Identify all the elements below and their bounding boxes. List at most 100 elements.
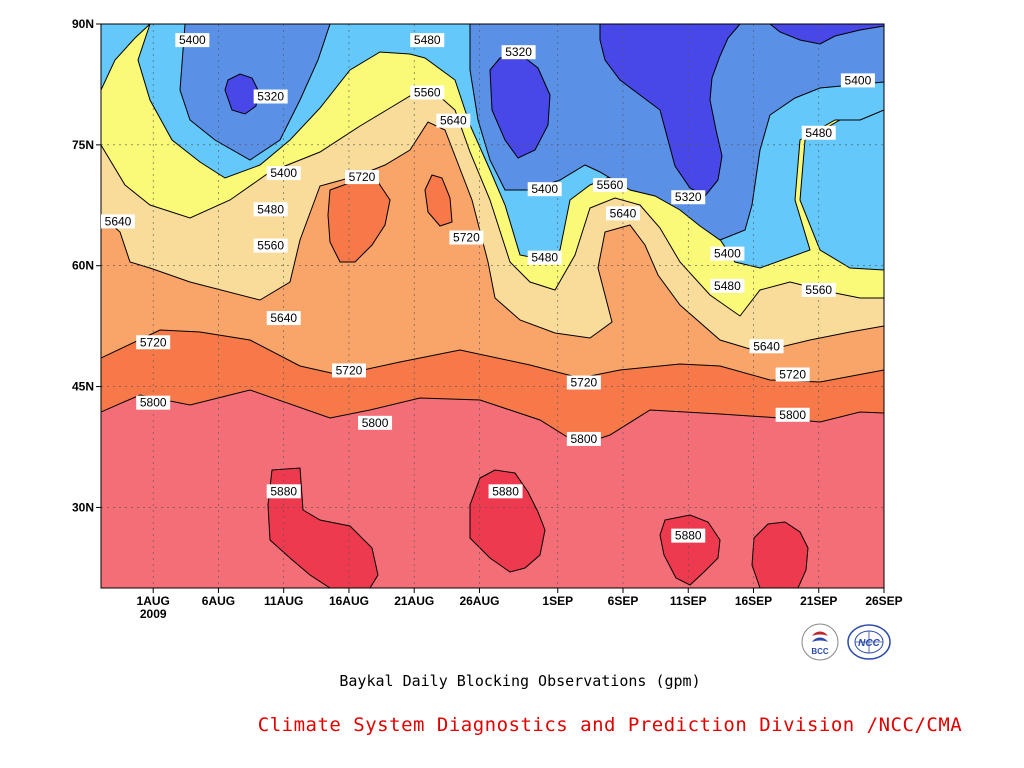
contour-label: 5480 [527,250,562,265]
ncc-logo-text: NCC [858,638,880,649]
bcc-logo-text: BCC [811,647,829,656]
grid-lines [101,24,884,588]
contour-label: 5320 [671,190,706,205]
chart-title: Baykal Daily Blocking Observations (gpm) [339,672,701,690]
contour-label-bg [331,363,366,378]
x-tick-label: 16AUG [329,594,369,608]
contour-label-text: 5560 [414,85,441,99]
contour-label-bg [527,250,562,265]
contour-label: 5880 [266,484,301,499]
contour-label: 5400 [710,246,745,261]
plot-area [101,24,884,588]
y-tick-label: 30N [72,500,94,514]
contour-label-text: 5480 [714,279,741,293]
contour-label-bg [253,238,288,253]
contour-label-text: 5400 [179,33,206,47]
contour-label-bg [501,45,536,60]
contour-label: 5560 [592,178,627,193]
contour-label: 5480 [253,202,288,217]
contour-label-text: 5720 [453,231,480,245]
contour-labels: 5400 5320 5400 5480 5560 5640 5640 5720 5800 5880… [101,33,875,543]
contour-label-text: 5640 [610,206,637,220]
contour-label-bg [136,335,171,350]
contour-label-text: 5400 [270,166,297,180]
contour-label: 5800 [566,431,601,446]
contour-label: 5880 [488,484,523,499]
contour-label: 5640 [101,214,135,229]
contour-label-bg [253,202,288,217]
contour-label: 5640 [749,339,784,354]
contour-label-text: 5720 [349,170,376,184]
contour-label-text: 5880 [492,484,519,498]
bcc-logo: BCC [801,623,839,661]
contour-label-text: 5720 [570,376,597,390]
contour-label: 5800 [358,415,393,430]
contour-label-text: 5640 [440,114,467,128]
contour-label: 5400 [840,73,875,88]
y-tick-label: 75N [72,138,94,152]
y-tick-label: 45N [72,380,94,394]
contour-label-bg [801,282,836,297]
contour-label-text: 5560 [257,239,284,253]
contour-label: 5720 [345,170,379,185]
contour-label: 5800 [775,407,810,422]
contour-label: 5640 [606,206,640,221]
contour-label: 5720 [449,230,484,245]
contour-label-bg [136,395,171,410]
contour-label-text: 5560 [597,178,624,192]
x-tick-label: 26SEP [865,594,902,608]
contour-label-bg [671,528,706,543]
contour-label-bg [749,339,784,354]
contour-label-bg [436,113,471,128]
contour-label-bg [488,484,523,499]
contour-label-text: 5480 [257,202,284,216]
x-tick-sublabel: 2009 [140,607,167,621]
contour-label-bg [410,33,445,48]
contour-label: 5400 [266,166,301,181]
x-tick-label: 21SEP [800,594,837,608]
x-tick-label: 1SEP [542,594,573,608]
x-tick-label: 26AUG [459,594,499,608]
contour-label: 5480 [710,278,745,293]
contour-label-bg [801,125,836,140]
contour-label-bg [345,170,379,185]
contour-label-text: 5720 [779,367,806,381]
x-tick-label: 11AUG [264,594,303,608]
contour-label-text: 5720 [336,363,363,377]
contour-label: 5640 [436,113,471,128]
contour-label-bg [253,89,288,104]
x-tick-label: 6SEP [608,594,639,608]
contour-label-text: 5400 [531,182,558,196]
contour-label-text: 5640 [753,339,780,353]
contour-label-bg [840,73,875,88]
x-tick-label: 16SEP [735,594,772,608]
contour-label: 5880 [671,528,706,543]
contour-label-bg [671,190,706,205]
contour-label-text: 5800 [140,396,167,410]
contour-label: 5640 [266,311,301,326]
contour-label-text: 5640 [105,214,132,228]
contour-label-bg [358,415,393,430]
contour-label-text: 5800 [779,408,806,422]
ncc-logo: NCC [847,624,891,660]
contour-label-text: 5560 [805,283,832,297]
contour-label-bg [101,214,135,229]
contour-label-bg [710,246,745,261]
contour-label-bg [175,33,210,48]
contour-label-bg [592,178,627,193]
y-tick-label: 90N [72,17,94,31]
contour-label-text: 5800 [362,416,389,430]
contour-label: 5560 [801,282,836,297]
contour-label-text: 5320 [257,90,284,104]
contour-label-bg [566,375,601,390]
x-tick-label: 1AUG [137,594,170,608]
contour-label: 5560 [253,238,288,253]
contour-label-text: 5880 [675,529,702,543]
contour-label-text: 5480 [531,251,558,265]
contour-label: 5720 [775,367,810,382]
band-above-5880-d [751,521,809,588]
contour-label: 5400 [527,182,562,197]
contour-label-bg [775,407,810,422]
contour-label-bg [410,85,445,100]
contour-label-text: 5480 [414,33,441,47]
